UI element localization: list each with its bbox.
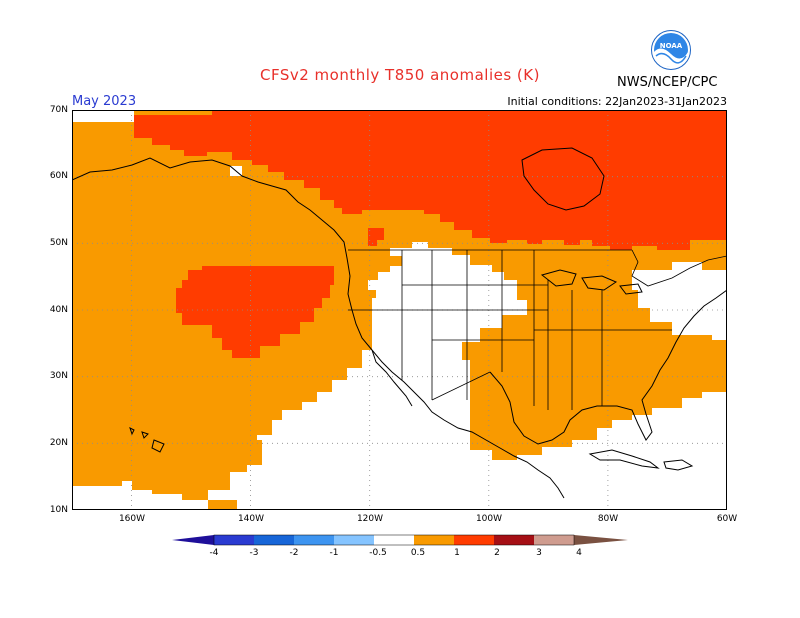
lat-label: 20N: [49, 438, 68, 448]
colorbar-swatch: [454, 535, 494, 545]
coastlines: [72, 147, 727, 499]
colorbar-label: -4: [209, 548, 219, 558]
colorbar-label: -2: [289, 548, 299, 558]
lon-label: 60W: [716, 514, 738, 524]
colorbar-swatch: [374, 535, 414, 545]
lat-label: 50N: [49, 238, 68, 248]
anomaly-map: [72, 110, 727, 510]
lon-label: 100W: [475, 514, 503, 524]
agency-label: NWS/NCEP/CPC: [617, 75, 718, 90]
strong-anomaly-regions: [134, 110, 727, 358]
colorbar-label: 0.5: [410, 548, 426, 558]
lon-label: 160W: [118, 514, 146, 524]
colorbar-swatch: [334, 535, 374, 545]
lat-label: 10N: [49, 505, 68, 515]
colorbar-swatch: [414, 535, 454, 545]
colorbar-label: -3: [249, 548, 259, 558]
neutral-regions: [72, 110, 727, 510]
colorbar-label: -1: [329, 548, 339, 558]
colorbar-arrow-low: [172, 535, 214, 545]
colorbar-label: -0.5: [369, 548, 387, 558]
lat-label: 30N: [49, 371, 68, 381]
lon-label: 120W: [356, 514, 384, 524]
initial-conditions: Initial conditions: 22Jan2023-31Jan2023: [507, 95, 727, 108]
lat-label: 60N: [49, 171, 68, 181]
map-frame: [72, 110, 727, 510]
colorbar: [172, 534, 628, 546]
colorbar-arrow-high: [574, 535, 628, 545]
noaa-logo-text: NOAA: [660, 42, 683, 50]
map-title: CFSv2 monthly T850 anomalies (K): [260, 66, 540, 84]
lat-label: 40N: [49, 305, 68, 315]
colorbar-swatch: [294, 535, 334, 545]
colorbar-swatch: [214, 535, 254, 545]
colorbar-swatch: [534, 535, 574, 545]
colorbar-label: 4: [576, 548, 582, 558]
forecast-month: May 2023: [72, 94, 137, 109]
colorbar-swatch: [494, 535, 534, 545]
colorbar-swatch: [254, 535, 294, 545]
lon-label: 140W: [237, 514, 265, 524]
noaa-logo: NOAA: [651, 30, 691, 70]
colorbar-label: 2: [494, 548, 500, 558]
lon-label: 80W: [597, 514, 619, 524]
colorbar-label: 1: [454, 548, 460, 558]
political-borders: [348, 249, 727, 410]
colorbar-label: 3: [536, 548, 542, 558]
lat-label: 70N: [49, 105, 68, 115]
